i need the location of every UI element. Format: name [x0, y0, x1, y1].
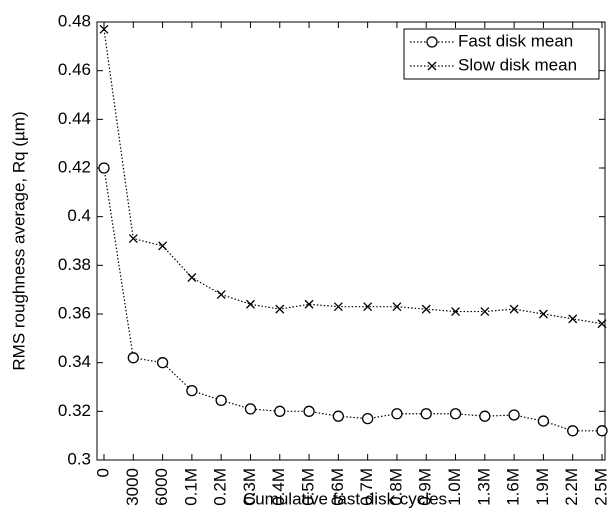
- x-tick-label: 6000: [152, 468, 171, 506]
- x-axis-label: Cumulative fast disk cycles: [243, 489, 447, 508]
- circle-marker: [420, 408, 432, 420]
- x-marker: [216, 290, 226, 299]
- x-marker-stroke: [421, 304, 431, 314]
- x-marker-stroke: [451, 307, 460, 317]
- x-marker: [451, 307, 460, 317]
- circle-marker: [449, 408, 462, 420]
- y-tick-label: 0.46: [58, 60, 91, 79]
- x-tick-label: 0.9M: [416, 468, 435, 506]
- x-marker-stroke: [427, 61, 437, 71]
- legend-box: [403, 28, 600, 80]
- x-marker-stroke: [128, 234, 138, 244]
- circle-marker: [361, 412, 374, 425]
- x-tick-label: 0.8M: [386, 468, 405, 506]
- x-marker: [246, 299, 255, 309]
- circle-marker: [303, 405, 315, 417]
- x-marker: [568, 314, 578, 324]
- circle-marker: [127, 352, 139, 364]
- y-tick-label: 0.3: [67, 449, 91, 468]
- y-tick-label: 0.36: [58, 303, 91, 322]
- x-marker: [392, 302, 402, 312]
- x-marker-stroke: [568, 314, 578, 324]
- circle-marker: [186, 384, 198, 397]
- circle-marker: [274, 405, 286, 417]
- x-tick-label: 3000: [123, 468, 142, 506]
- series-line: [103, 167, 602, 432]
- y-tick-label: 0.42: [58, 157, 91, 176]
- x-marker-stroke: [333, 302, 343, 312]
- x-marker: [421, 304, 431, 314]
- x-marker: [538, 309, 548, 319]
- x-tick-label: 0.2M: [211, 468, 230, 506]
- x-tick-label: 0.6M: [328, 468, 347, 506]
- x-tick-label: 1.0M: [445, 468, 464, 506]
- y-tick-label: 0.4: [67, 206, 91, 225]
- y-tick-label: 0.34: [58, 352, 91, 371]
- x-tick-label: 1.9M: [533, 468, 552, 506]
- y-tick-label: 0.32: [58, 401, 91, 420]
- circle-marker: [98, 162, 110, 174]
- x-marker-stroke: [304, 299, 314, 309]
- y-tick-label: 0.44: [58, 109, 91, 128]
- circle-marker: [426, 36, 438, 48]
- x-marker-stroke: [99, 24, 109, 34]
- x-marker-stroke: [509, 304, 519, 314]
- x-marker: [275, 304, 285, 314]
- circle-marker: [156, 357, 169, 369]
- circle-marker: [332, 410, 345, 422]
- x-tick-label: 0.1M: [181, 468, 200, 506]
- x-marker-stroke: [216, 290, 226, 299]
- x-tick-label: 0.5M: [299, 468, 318, 506]
- x-marker: [128, 234, 138, 244]
- circle-marker: [244, 403, 257, 415]
- x-marker-stroke: [275, 304, 285, 314]
- series-line: [103, 29, 603, 325]
- x-marker-stroke: [187, 273, 197, 282]
- x-marker-stroke: [480, 307, 490, 317]
- x-tick-label: 0.7M: [357, 468, 376, 506]
- circle-marker: [215, 394, 227, 407]
- plot-frame: [96, 21, 606, 461]
- x-marker-stroke: [158, 241, 168, 251]
- x-tick-label: 0: [93, 468, 112, 477]
- x-marker-stroke: [597, 319, 607, 329]
- legend-label: Slow disk mean: [458, 55, 577, 74]
- x-marker: [363, 302, 373, 312]
- x-tick-label: 2.5M: [591, 468, 610, 506]
- x-tick-label: 2.2M: [562, 468, 581, 506]
- x-marker: [427, 61, 437, 71]
- circle-marker: [508, 409, 520, 421]
- x-marker: [304, 299, 314, 309]
- y-tick-label: 0.38: [58, 255, 91, 274]
- circle-marker: [537, 415, 550, 427]
- x-tick-label: 1.6M: [504, 468, 523, 506]
- legend-label: Fast disk mean: [458, 31, 573, 50]
- y-axis-label: RMS roughness average, Rq (µm): [9, 111, 28, 370]
- x-tick-label: 0.3M: [240, 468, 259, 506]
- x-marker: [509, 304, 519, 314]
- x-marker: [187, 273, 197, 282]
- y-tick-label: 0.48: [58, 11, 91, 30]
- x-marker: [480, 307, 490, 317]
- x-tick-label: 0.4M: [269, 468, 288, 506]
- x-marker: [99, 24, 109, 34]
- x-marker-stroke: [538, 309, 548, 319]
- x-marker: [333, 302, 343, 312]
- x-marker-stroke: [246, 299, 255, 309]
- x-tick-label: 1.3M: [474, 468, 493, 506]
- circle-marker: [391, 408, 403, 420]
- x-marker-stroke: [363, 302, 373, 312]
- circle-marker: [479, 410, 491, 422]
- x-marker-stroke: [392, 302, 402, 312]
- x-marker: [158, 241, 168, 251]
- circle-marker: [567, 425, 579, 437]
- circle-marker: [596, 425, 608, 437]
- x-marker: [597, 319, 607, 329]
